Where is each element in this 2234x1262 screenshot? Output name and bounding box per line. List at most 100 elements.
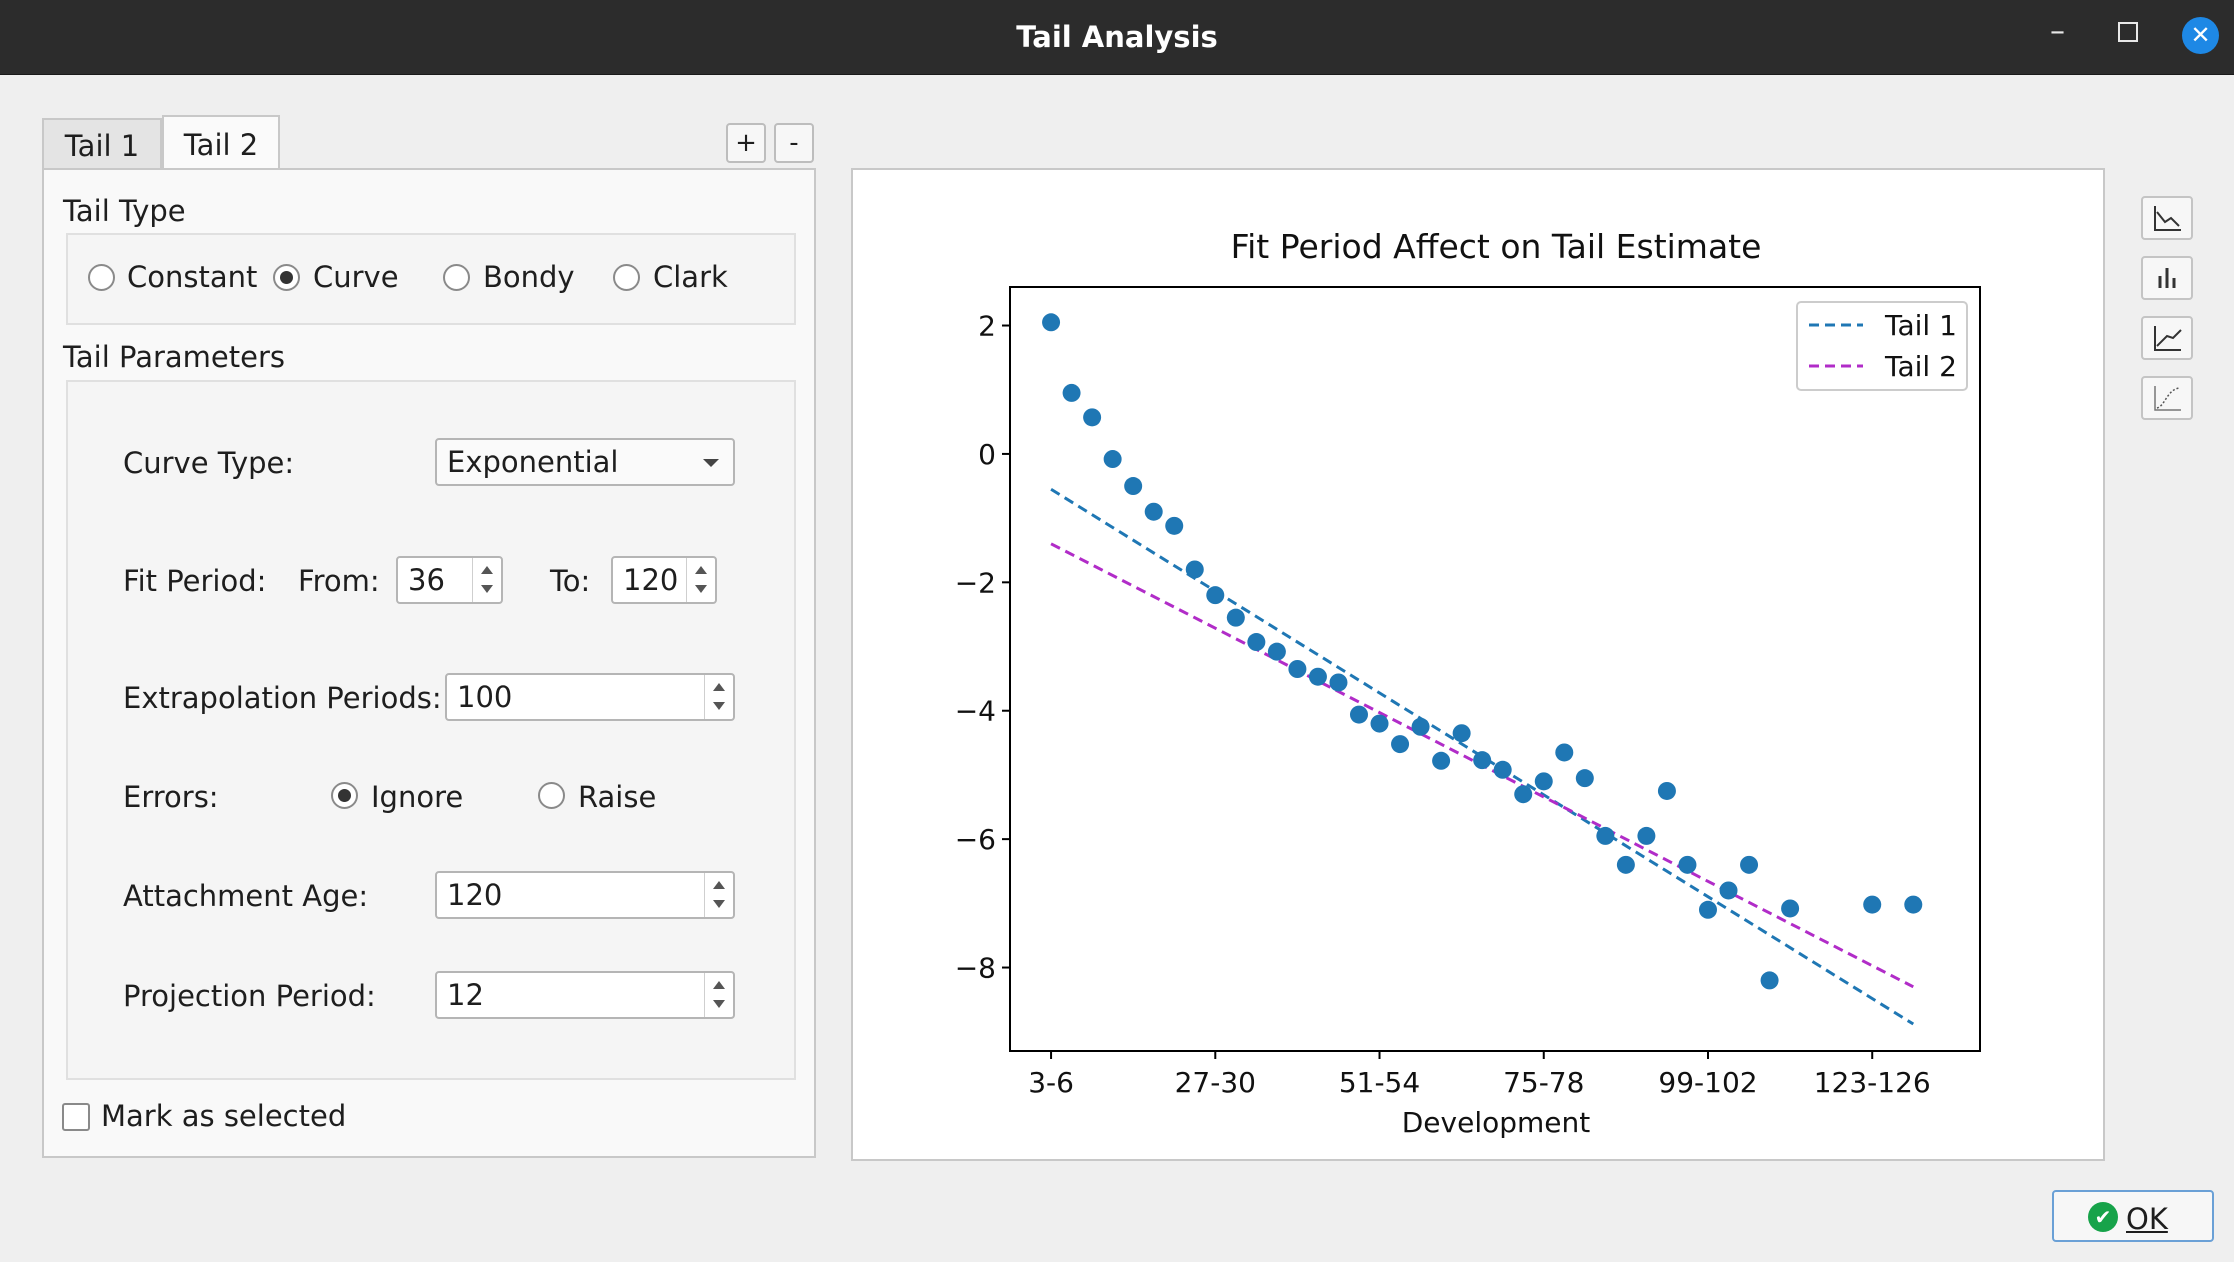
fit-from-spinbox[interactable]: 36 [396, 556, 503, 604]
attachment-age-label: Attachment Age: [123, 879, 369, 913]
data-point [1678, 855, 1697, 874]
projection-period-value: 12 [447, 978, 484, 1012]
bar-chart-button[interactable] [2141, 256, 2193, 300]
tail-type-title: Tail Type [63, 194, 186, 228]
y-tick-label: −6 [955, 823, 996, 856]
projection-period-label: Projection Period: [123, 979, 376, 1013]
check-circle-icon: ✔ [2088, 1202, 2118, 1232]
fit-from-value: 36 [408, 563, 445, 597]
radio-bondy[interactable] [443, 264, 470, 291]
data-point [1083, 408, 1102, 427]
radio-label-clark: Clark [653, 260, 728, 294]
radio-clark[interactable] [613, 264, 640, 291]
curve-type-select[interactable]: Exponential [435, 438, 735, 486]
area-chart-button[interactable] [2141, 316, 2193, 360]
stepper-arrows-icon[interactable] [686, 558, 715, 602]
projection-period-spinbox[interactable]: 12 [435, 971, 735, 1019]
data-point [1616, 855, 1635, 874]
ok-button[interactable]: ✔ OK [2052, 1190, 2214, 1242]
data-point [1185, 560, 1204, 579]
line-chart-icon [2154, 206, 2181, 231]
data-point [1596, 826, 1615, 845]
data-point [1370, 714, 1389, 733]
tab-tail-1[interactable]: Tail 1 [42, 118, 162, 170]
fit-to-value: 120 [623, 563, 679, 597]
x-tick-label: 3-6 [1028, 1066, 1074, 1099]
stepper-arrows-icon[interactable] [704, 973, 733, 1017]
x-tick-label: 51-54 [1339, 1066, 1420, 1099]
data-point [1473, 751, 1492, 770]
data-point [1247, 633, 1266, 652]
data-point [1411, 717, 1430, 736]
attachment-age-spinbox[interactable]: 120 [435, 871, 735, 919]
radio-ignore[interactable] [331, 782, 358, 809]
radio-constant[interactable] [88, 264, 115, 291]
x-tick-label: 27-30 [1175, 1066, 1256, 1099]
data-point [1103, 450, 1122, 469]
radio-label-ignore: Ignore [371, 780, 464, 814]
radio-curve[interactable] [273, 264, 300, 291]
tail-estimate-chart: Fit Period Affect on Tail Estimate 2 0 −2 −… [955, 227, 1981, 1139]
data-point [1740, 855, 1759, 874]
fit-to-spinbox[interactable]: 120 [611, 556, 717, 604]
radio-label-bondy: Bondy [483, 260, 575, 294]
fit-from-label: From: [298, 564, 380, 598]
remove-tab-button[interactable]: - [774, 123, 814, 163]
data-point [1493, 760, 1512, 779]
add-tab-button[interactable]: + [726, 123, 766, 163]
curve-chart-icon [2154, 386, 2181, 411]
data-point [1206, 586, 1225, 605]
ok-button-label: OK [2126, 1202, 2168, 1236]
stepper-arrows-icon[interactable] [704, 675, 733, 719]
data-point [1349, 705, 1368, 724]
extrapolation-periods-spinbox[interactable]: 100 [445, 673, 735, 721]
stepper-arrows-icon[interactable] [704, 873, 733, 917]
data-point [1781, 899, 1800, 918]
tab-tail-2[interactable]: Tail 2 [162, 115, 280, 171]
minimize-icon[interactable]: – [2050, 14, 2065, 49]
title-bar: Tail Analysis – ✕ [0, 0, 2234, 75]
mark-as-selected-checkbox[interactable] [62, 1103, 90, 1131]
maximize-icon[interactable] [2118, 22, 2138, 42]
y-tick-label: 0 [978, 438, 996, 471]
chart-title: Fit Period Affect on Tail Estimate [1231, 227, 1762, 266]
y-tick-label: −2 [955, 566, 996, 599]
curve-chart-button[interactable] [2141, 376, 2193, 420]
x-tick-label: 123-126 [1814, 1066, 1931, 1099]
data-point [1432, 751, 1451, 770]
tail-parameters-group [66, 380, 796, 1080]
errors-label: Errors: [123, 780, 219, 814]
tail-type-group [66, 233, 796, 325]
radio-raise[interactable] [538, 782, 565, 809]
data-point [1042, 313, 1061, 332]
bar-chart-icon [2158, 268, 2176, 288]
data-point [1863, 895, 1882, 914]
attachment-age-value: 120 [447, 878, 503, 912]
data-point [1904, 895, 1923, 914]
x-axis-label: Development [1402, 1106, 1591, 1139]
line-chart-button[interactable] [2141, 196, 2193, 240]
y-tick-label: 2 [978, 310, 996, 343]
y-tick-label: −4 [955, 695, 996, 728]
close-icon[interactable]: ✕ [2182, 17, 2219, 54]
fit-to-label: To: [550, 564, 591, 598]
data-point [1637, 826, 1656, 845]
data-point [1555, 743, 1574, 762]
data-point [1124, 477, 1143, 496]
data-point [1308, 667, 1327, 686]
extrapolation-periods-value: 100 [457, 680, 513, 714]
plot-panel: Fit Period Affect on Tail Estimate 2 0 −2 −… [851, 168, 2105, 1161]
data-point [1575, 769, 1594, 788]
data-point [1165, 516, 1184, 535]
data-point [1719, 881, 1738, 900]
data-point [1288, 660, 1307, 678]
data-point [1267, 642, 1286, 661]
data-point [1514, 785, 1533, 804]
curve-type-label: Curve Type: [123, 446, 295, 480]
data-point [1452, 724, 1471, 743]
data-point [1391, 735, 1410, 754]
legend-label-tail-2: Tail 2 [1884, 350, 1957, 383]
radio-label-raise: Raise [578, 780, 657, 814]
stepper-arrows-icon[interactable] [472, 558, 501, 602]
fit-period-label: Fit Period: [123, 564, 267, 598]
